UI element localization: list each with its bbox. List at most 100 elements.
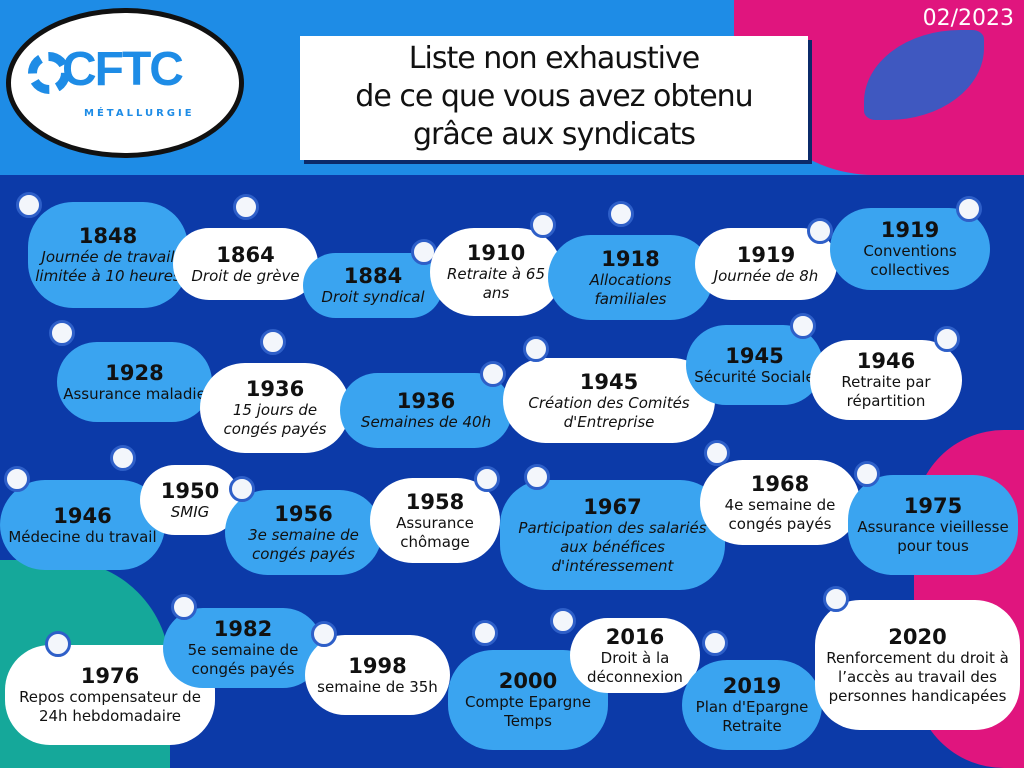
item-year: 1950	[160, 478, 220, 503]
timeline-item: 1918 Allocations familiales	[548, 201, 713, 320]
gear-icon	[28, 52, 70, 94]
item-text: Conventions collectives	[863, 242, 957, 279]
item-text: Droit de grève	[191, 266, 300, 285]
timeline-item: 1946 Médecine du travail	[0, 466, 165, 570]
calendar-icon	[171, 594, 197, 620]
item-year: 2020	[888, 624, 947, 649]
heart-hands-icon	[49, 320, 75, 346]
title-line: de ce que vous avez obtenu	[355, 79, 753, 114]
wheelchair-icon	[823, 586, 849, 612]
item-text: SMIG	[170, 502, 210, 521]
raised-fists-icon	[233, 194, 259, 220]
item-text: 15 jours de congés payés	[223, 401, 327, 438]
clock-icon	[480, 361, 506, 387]
timeline-item: 1945 Création des Comités d'Entreprise	[503, 336, 715, 443]
timeline-item: 1950 SMIG	[110, 445, 240, 535]
item-text: Assurance chômage	[396, 513, 474, 551]
calendar-icon	[704, 440, 730, 466]
shield-check-icon	[45, 631, 71, 657]
calendar-icon	[229, 476, 255, 502]
item-year: 1956	[274, 501, 333, 526]
item-text: Renforcement du droit à l’accès au trava…	[826, 648, 1009, 705]
item-year: 1928	[105, 360, 164, 385]
item-year: 1919	[736, 242, 796, 267]
item-year: 1936	[245, 377, 305, 401]
item-text: 3e semaine de congés payés	[248, 525, 359, 563]
piggy-bank-icon	[472, 620, 498, 646]
timeline-item: 2020 Renforcement du droit à l’accès au …	[815, 586, 1020, 730]
timeline-item: 1946 Retraite par répartition	[810, 326, 962, 420]
item-text: Participation des salariés aux bénéfices…	[518, 518, 707, 575]
item-text: Journée de 8h	[713, 266, 819, 285]
item-year: 2019	[722, 674, 782, 698]
item-year: 1982	[213, 617, 273, 641]
timeline-item: 1945 Sécurité Sociale	[686, 313, 823, 405]
logo: CFTC	[62, 43, 184, 96]
timeline-item: 1848 Journée de travail limitée à 10 heu…	[16, 192, 188, 308]
item-year: 1936	[396, 389, 456, 413]
timeline-item: 1919 Journée de 8h	[695, 218, 837, 300]
item-year: 1945	[579, 369, 639, 394]
date: 02/2023	[922, 6, 1014, 31]
item-year: 1884	[343, 264, 403, 288]
item-text: Compte Epargne Temps	[464, 693, 591, 730]
item-text: Droit syndical	[321, 288, 425, 306]
timeline-item: 1936 Semaines de 40h	[340, 361, 512, 448]
timeline-item: 1976 Repos compensateur de 24h hebdomada…	[5, 631, 215, 745]
money-icon	[110, 445, 136, 471]
item-text: Plan d'Epargne Retraite	[695, 698, 809, 735]
timeline-item: 1998 semaine de 35h	[305, 621, 450, 715]
title-line: Liste non exhaustive	[408, 41, 700, 76]
first-aid-kit-icon	[4, 466, 30, 492]
shield-check-icon	[474, 466, 500, 492]
item-text: Repos compensateur de 24h hebdomadaire	[19, 688, 201, 725]
alarm-clock-icon	[16, 192, 42, 218]
item-year: 1946	[53, 503, 112, 528]
timeline-item: 1968 4e semaine de congés payés	[700, 440, 860, 545]
timeline-item: 2016 Droit à la déconnexion	[550, 608, 700, 693]
item-text: Journée de travail limitée à 10 heures	[35, 248, 181, 285]
item-year: 1918	[601, 246, 660, 271]
family-icon	[608, 201, 634, 227]
timeline-item: 1975 Assurance vieillesse pour tous	[848, 461, 1018, 575]
item-text: 4e semaine de congés payés	[724, 495, 836, 533]
item-year: 1968	[750, 471, 810, 496]
item-year: 1967	[583, 494, 642, 519]
item-text: Semaines de 40h	[360, 413, 492, 431]
item-text: 5e semaine de congés payés	[187, 641, 299, 678]
item-text: Assurance maladie	[63, 384, 206, 403]
no-laptop-icon	[550, 608, 576, 634]
item-text: Création des Comités d'Entreprise	[528, 393, 690, 431]
item-year: 1958	[405, 489, 465, 514]
item-text: Médecine du travail	[8, 527, 157, 546]
item-text: Allocations familiales	[589, 270, 672, 308]
title-line: grâce aux syndicats	[413, 117, 696, 152]
timeline-item: 1910 Retraite à 65 ans	[430, 212, 562, 316]
timeline-item: 1967 Participation des salariés aux béné…	[500, 464, 725, 590]
timeline-item: 1956 3e semaine de congés payés	[225, 476, 382, 575]
timeline-item: 1936 15 jours de congés payés	[200, 329, 350, 453]
item-year: 1945	[725, 343, 784, 368]
heartbeat-icon	[790, 313, 816, 339]
logo-subtitle: MÉTALLURGIE	[84, 108, 195, 119]
shield-check-icon	[854, 461, 880, 487]
item-year: 1946	[856, 349, 916, 373]
timeline-item: 1864 Droit de grève	[173, 194, 318, 300]
page-title: Liste non exhaustive de ce que vous avez…	[300, 36, 808, 160]
timeline-item: 1958 Assurance chômage	[370, 466, 500, 563]
item-text: Sécurité Sociale	[694, 367, 815, 386]
money-icon	[524, 464, 550, 490]
timeline-item: 1919 Conventions collectives	[830, 196, 990, 290]
item-year: 1975	[903, 494, 963, 518]
item-year: 1910	[466, 241, 526, 265]
item-text: Retraite par répartition	[841, 373, 931, 410]
item-year: 1998	[348, 653, 407, 678]
item-year: 2000	[498, 669, 558, 693]
winged-clock-icon	[530, 212, 556, 238]
photos-icon	[523, 336, 549, 362]
item-year: 2016	[605, 624, 665, 649]
winged-clock-icon	[934, 326, 960, 352]
timeline-item: 1982 5e semaine de congés payés	[163, 594, 323, 688]
item-year: 1919	[880, 218, 940, 242]
alarm-clock-icon	[311, 621, 337, 647]
